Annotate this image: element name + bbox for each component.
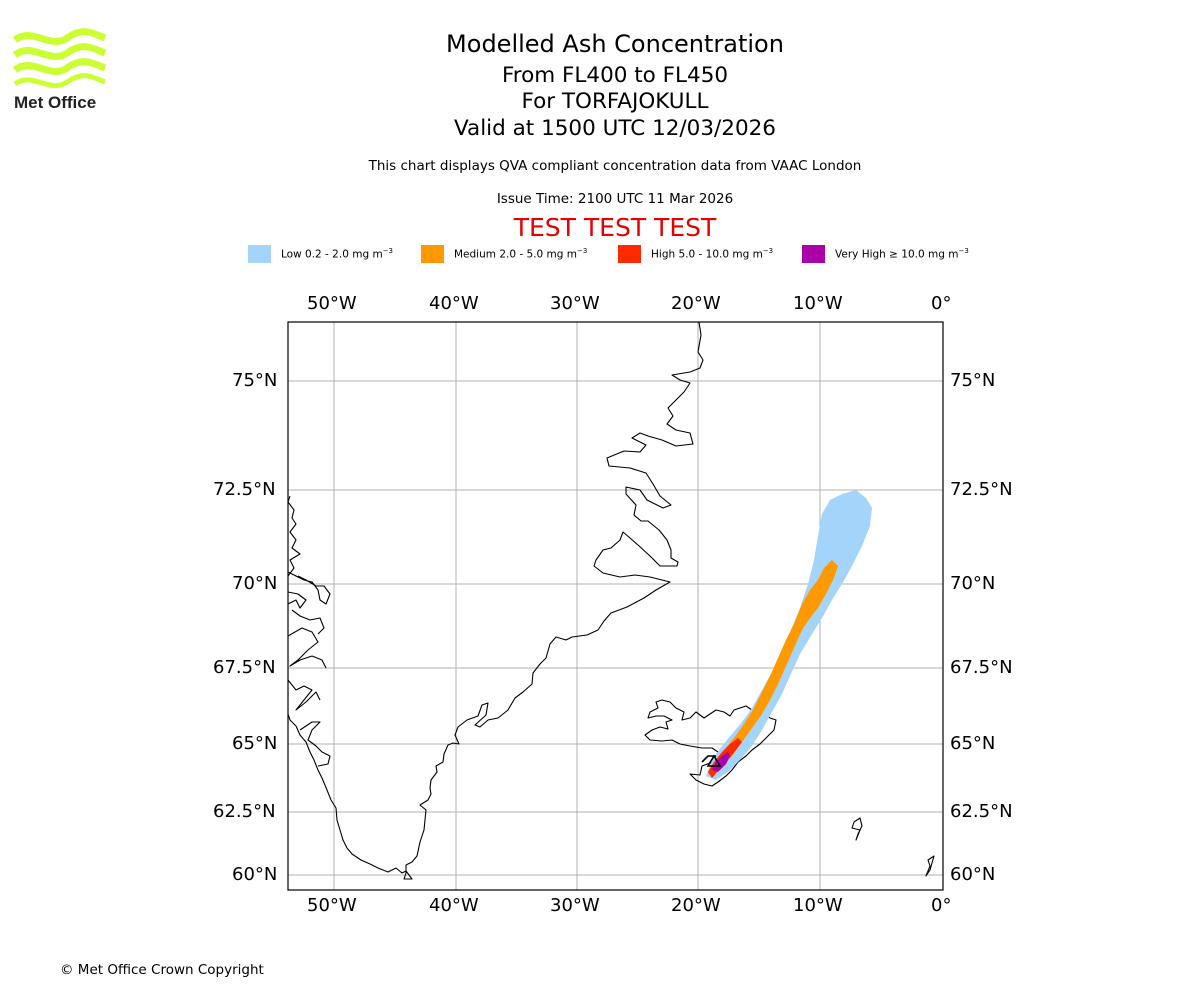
graticule — [288, 322, 943, 890]
legend-label-low: Low 0.2 - 2.0 mg m−3 — [281, 247, 394, 261]
shetland-coast — [925, 855, 935, 877]
faroe-coast — [851, 817, 863, 841]
lon-tick-top-50w: 50°W — [307, 293, 357, 314]
lat-tick-right-70n: 70°N — [950, 573, 996, 594]
volcano-name: For TORFAJOKULL — [521, 89, 709, 114]
lon-tick-bottom-50w: 50°W — [307, 895, 357, 916]
ash-plume — [706, 490, 872, 780]
qva-notice: This chart displays QVA compliant concen… — [368, 158, 862, 174]
lon-tick-bottom-0: 0° — [931, 895, 952, 916]
valid-time: Valid at 1500 UTC 12/03/2026 — [453, 116, 776, 141]
lon-tick-top-0: 0° — [931, 293, 952, 314]
legend-label-very-high: Very High ≥ 10.0 mg m−3 — [835, 247, 969, 261]
lat-tick-left-72-5n: 72.5°N — [213, 479, 276, 500]
flight-level-range: From FL400 to FL450 — [501, 63, 729, 88]
iceland-coast — [644, 699, 777, 787]
lon-tick-top-30w: 30°W — [550, 293, 600, 314]
met-office-logo: Met Office — [12, 28, 107, 112]
logo-text: Met Office — [14, 93, 96, 112]
legend-swatch-very-high — [802, 245, 825, 263]
lat-tick-left-67-5n: 67.5°N — [213, 657, 276, 678]
lat-tick-right-62-5n: 62.5°N — [950, 801, 1013, 822]
legend-label-medium: Medium 2.0 - 5.0 mg m−3 — [454, 247, 588, 261]
lat-tick-right-72-5n: 72.5°N — [950, 479, 1013, 500]
volcano-marker-icon — [701, 754, 722, 767]
test-banner: TEST TEST TEST — [513, 213, 717, 242]
lat-tick-left-75n: 75°N — [232, 370, 278, 391]
lon-tick-bottom-40w: 40°W — [429, 895, 479, 916]
lon-tick-bottom-10w: 10°W — [793, 895, 843, 916]
lat-tick-left-65n: 65°N — [232, 733, 278, 754]
lat-tick-right-67-5n: 67.5°N — [950, 657, 1013, 678]
lat-tick-left-62-5n: 62.5°N — [213, 801, 276, 822]
lon-tick-top-10w: 10°W — [793, 293, 843, 314]
ash-medium — [708, 560, 838, 776]
legend-high: High 5.0 - 10.0 mg m−3 — [618, 244, 773, 264]
legend-swatch-high — [618, 245, 641, 263]
map-frame — [287, 321, 944, 891]
greenland-east-coast — [288, 322, 704, 880]
legend-medium: Medium 2.0 - 5.0 mg m−3 — [421, 244, 587, 264]
legend-label-high: High 5.0 - 10.0 mg m−3 — [651, 247, 774, 261]
legend-very-high: Very High ≥ 10.0 mg m−3 — [802, 244, 969, 264]
chart-title: Modelled Ash Concentration — [446, 30, 784, 58]
lat-tick-right-65n: 65°N — [950, 733, 996, 754]
lon-tick-bottom-20w: 20°W — [671, 895, 721, 916]
legend-low: Low 0.2 - 2.0 mg m−3 — [248, 244, 393, 264]
copyright-notice: © Met Office Crown Copyright — [60, 962, 264, 978]
logo-waves-icon — [12, 28, 107, 89]
lon-tick-top-20w: 20°W — [671, 293, 721, 314]
lat-tick-left-70n: 70°N — [232, 573, 278, 594]
coastlines — [288, 322, 935, 880]
issue-time: Issue Time: 2100 UTC 11 Mar 2026 — [496, 191, 734, 207]
ash-very-high — [712, 752, 730, 772]
legend-swatch-medium — [421, 245, 444, 263]
legend-swatch-low — [248, 245, 271, 263]
lat-tick-right-60n: 60°N — [950, 864, 996, 885]
greenland-west-coast — [288, 495, 331, 767]
lon-tick-top-40w: 40°W — [429, 293, 479, 314]
lat-tick-right-75n: 75°N — [950, 370, 996, 391]
lat-tick-left-60n: 60°N — [232, 864, 278, 885]
lon-tick-bottom-30w: 30°W — [550, 895, 600, 916]
